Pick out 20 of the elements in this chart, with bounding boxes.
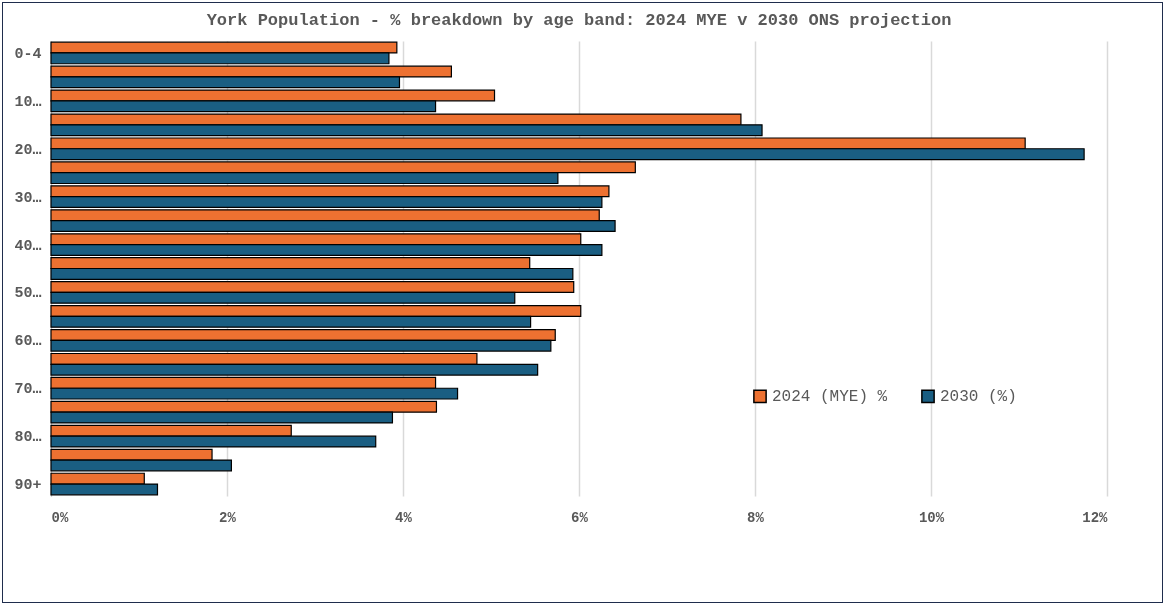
y-tick-label: 20… [14, 141, 42, 159]
y-tick-label: 80… [14, 429, 42, 447]
chart-title: York Population - % breakdown by age band: 2024 MYE v 2030 ONS projection [206, 11, 952, 30]
y-tick-label: 30… [14, 189, 42, 207]
y-tick-label: 0-4 [14, 45, 42, 63]
x-tick-label: 12% [1082, 509, 1109, 526]
y-tick-label: 90+ [14, 477, 42, 495]
x-tick-label: 8% [747, 509, 765, 526]
y-tick-label: 70… [14, 381, 42, 399]
legend-label: 2024 (MYE) % [772, 388, 888, 407]
y-tick-label: 10… [14, 93, 42, 111]
x-tick-label: 10% [918, 509, 945, 526]
y-tick-label: 50… [14, 285, 42, 303]
x-tick-label: 4% [395, 509, 413, 526]
x-tick-label: 2% [219, 509, 237, 526]
x-tick-label: 6% [571, 509, 589, 526]
legend-label: 2030 (%) [940, 388, 1017, 407]
y-tick-label: 60… [14, 333, 42, 351]
x-tick-label: 0% [51, 509, 69, 526]
y-tick-label: 40… [14, 237, 42, 255]
